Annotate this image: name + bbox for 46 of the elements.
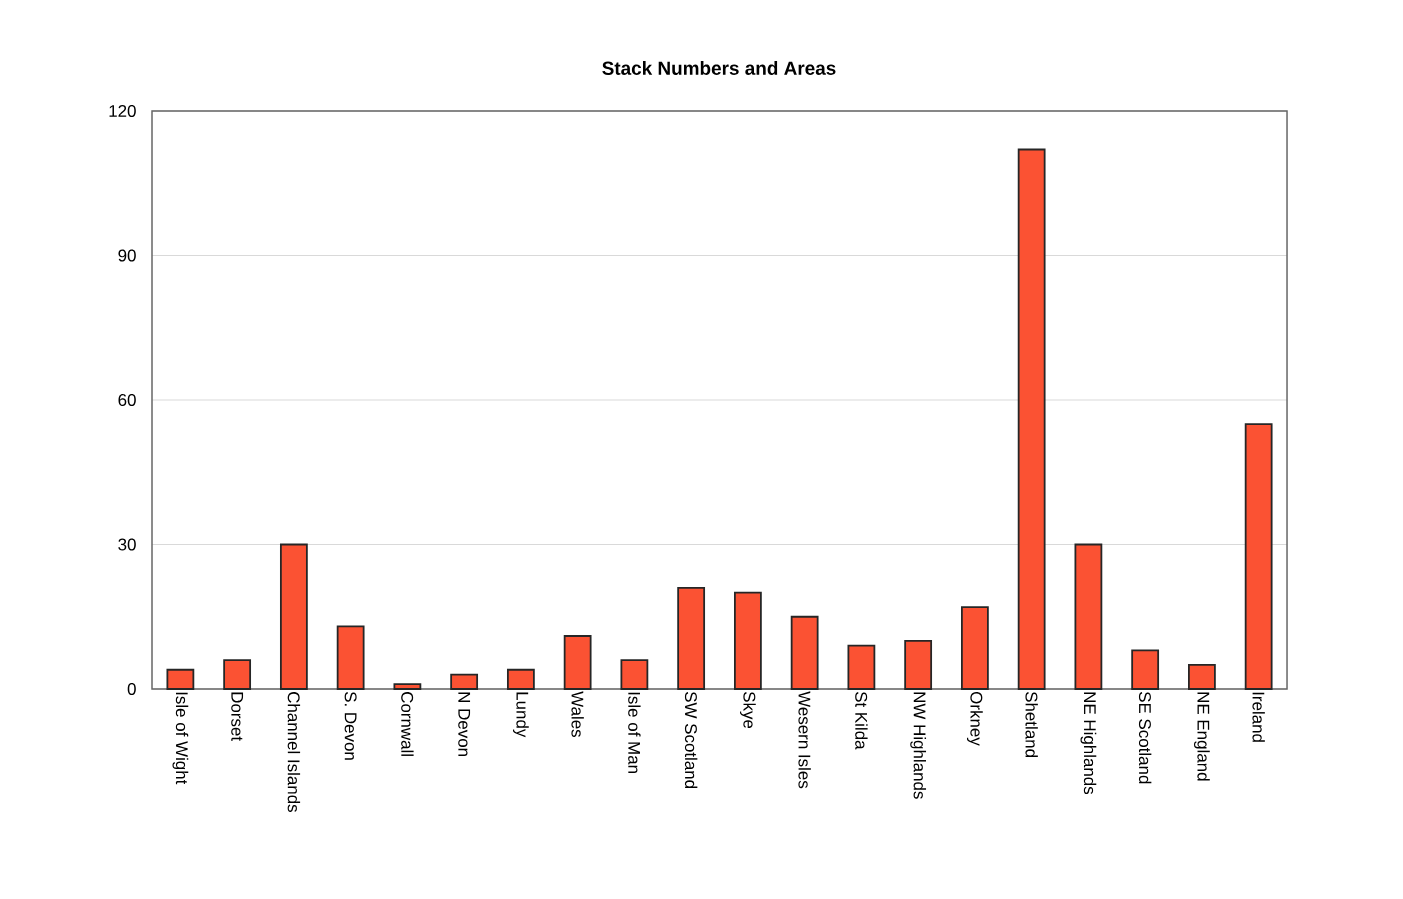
x-tick-label: NW Highlands xyxy=(910,692,927,799)
x-tick-label: Orkney xyxy=(967,691,983,746)
bar xyxy=(166,668,195,690)
y-tick-label: 60 xyxy=(118,393,136,406)
x-tick-label: Channel Islands xyxy=(287,692,301,812)
bar xyxy=(563,635,592,690)
bar xyxy=(450,673,479,690)
x-tick-label: NE Highlands xyxy=(1080,692,1097,795)
bar xyxy=(904,639,933,690)
y-tick-label: 90 xyxy=(118,249,136,262)
bar xyxy=(1188,664,1216,690)
x-tick-label: Cornwall xyxy=(401,692,414,756)
y-tick-label: 0 xyxy=(127,683,136,695)
bar xyxy=(393,683,422,690)
x-tick-label: Skye xyxy=(740,691,756,729)
bar xyxy=(1131,649,1160,690)
bar xyxy=(790,615,819,690)
x-tick-label: SE Scotland xyxy=(1138,691,1152,784)
bar xyxy=(1074,543,1103,690)
chart-title: Stack Numbers and Areas xyxy=(602,61,836,75)
x-tick-label: Shetland xyxy=(1025,691,1038,757)
bar xyxy=(223,659,252,690)
x-tick-label: Wesern Isles xyxy=(798,691,811,789)
bar xyxy=(961,606,989,690)
y-tick-label: 120 xyxy=(109,104,136,117)
x-tick-label: Isle of Wight xyxy=(172,692,189,785)
bar xyxy=(677,586,706,690)
y-tick-label: 30 xyxy=(118,538,136,551)
x-tick-label: Isle of Man xyxy=(628,692,641,773)
bar xyxy=(1244,423,1273,690)
bar xyxy=(336,625,365,690)
x-tick-label: S. Devon xyxy=(344,691,357,760)
x-tick-label: Dorset xyxy=(231,692,244,741)
x-tick-label: Ireland xyxy=(1252,692,1265,742)
x-tick-label: Lundy xyxy=(512,692,529,738)
x-tick-label: SW Scotland xyxy=(684,691,698,788)
x-tick-label: N Devon xyxy=(458,692,471,756)
bar xyxy=(847,644,876,690)
bar xyxy=(1017,148,1046,690)
bar xyxy=(279,543,308,690)
x-tick-label: Wales xyxy=(571,691,584,737)
bar xyxy=(733,591,762,690)
bar xyxy=(620,659,649,690)
x-tick-label: NE England xyxy=(1194,692,1210,781)
bar xyxy=(506,668,535,690)
x-tick-label: St Kilda xyxy=(855,691,868,750)
